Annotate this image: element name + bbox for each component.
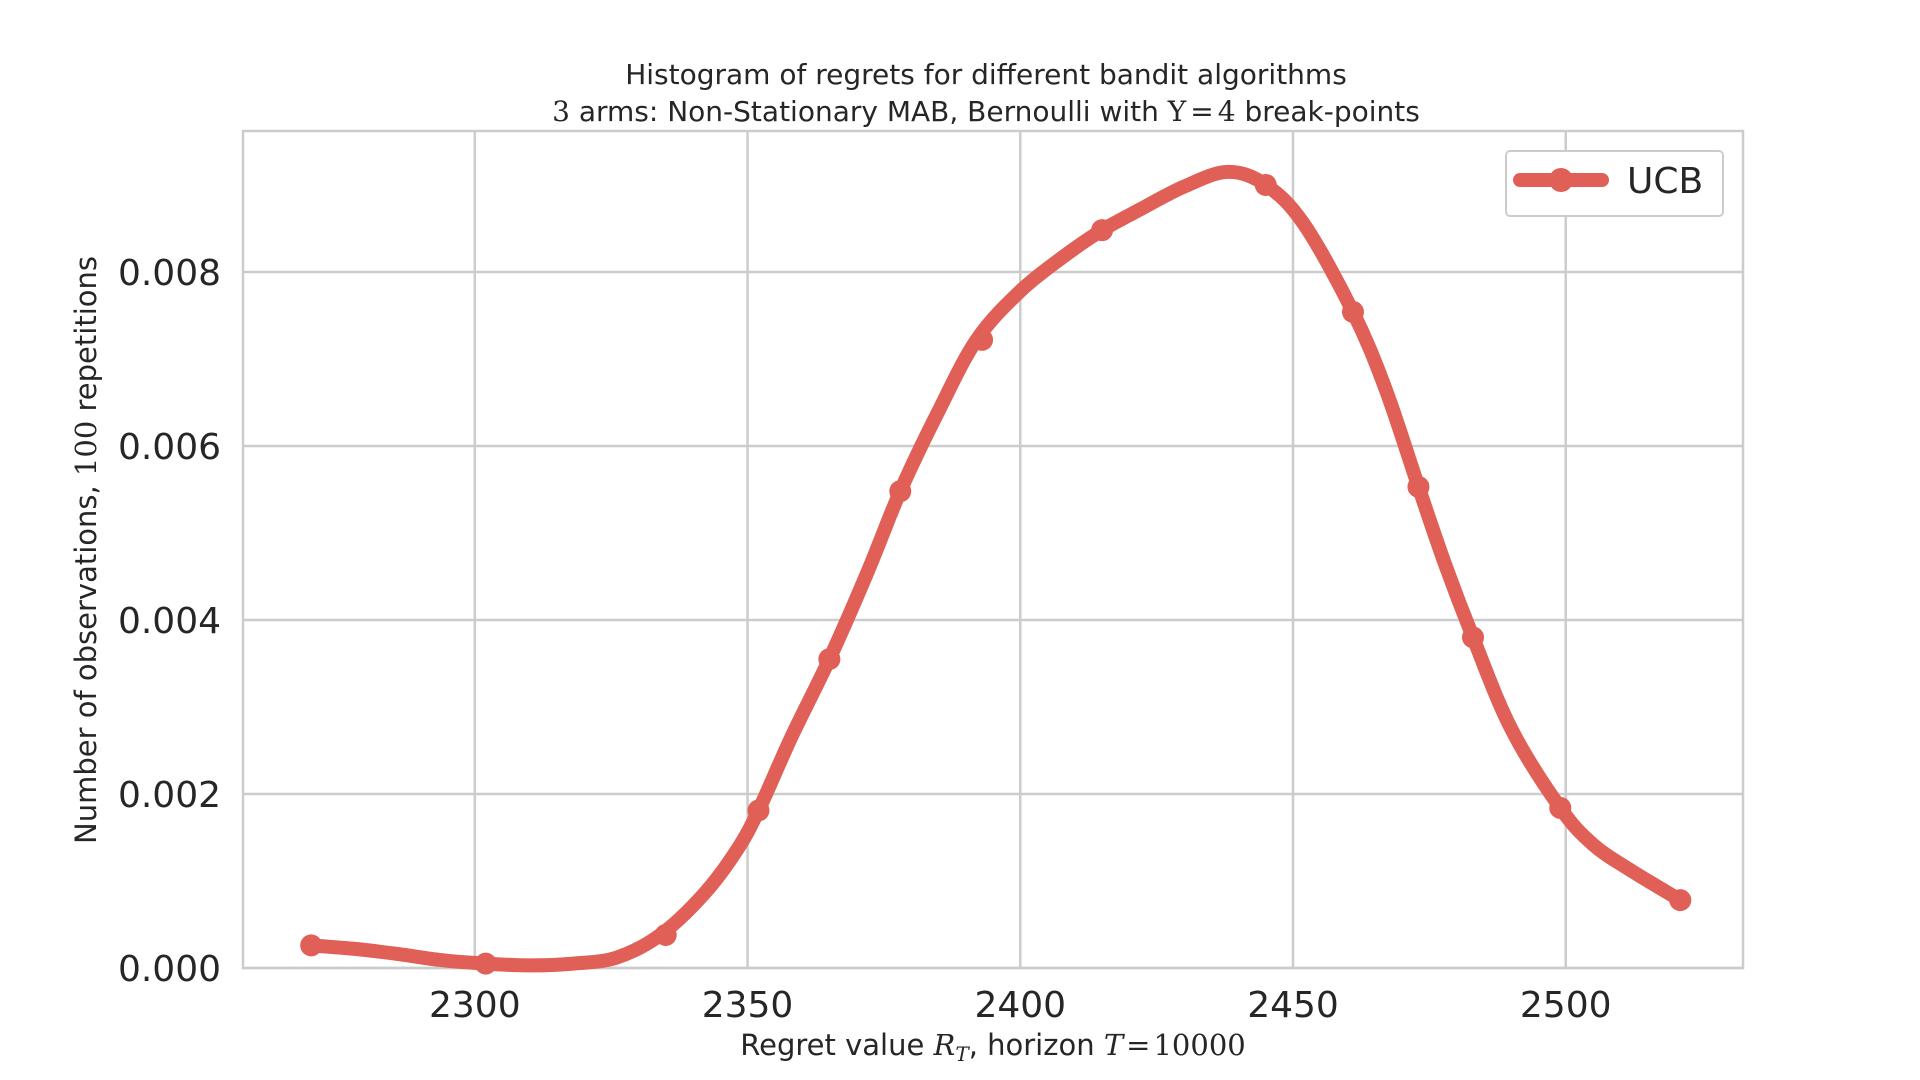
data-point-ucb bbox=[818, 648, 841, 671]
x-label-horizon-var: T bbox=[1104, 1028, 1126, 1062]
series-layer bbox=[300, 164, 1692, 975]
plot-frame bbox=[241, 129, 1745, 970]
subtitle-text: arms: Non-Stationary MAB, Bernoulli with bbox=[570, 95, 1168, 128]
y-label-prefix: Number of observations, bbox=[69, 476, 103, 844]
plot-area bbox=[241, 129, 1745, 975]
subtitle-upsilon: Υ bbox=[1167, 95, 1187, 128]
legend-marker-ucb bbox=[1549, 168, 1573, 192]
subtitle-equals: = bbox=[1190, 95, 1213, 128]
x-tick-label: 2350 bbox=[702, 985, 794, 1026]
y-tick-label: 0.000 bbox=[118, 949, 221, 990]
x-tick-label: 2450 bbox=[1247, 985, 1339, 1026]
data-point-ucb bbox=[971, 328, 994, 351]
data-point-ucb bbox=[1254, 173, 1277, 196]
data-point-ucb bbox=[1342, 300, 1364, 323]
x-axis-label: Regret value RT, horizon T = 10000 bbox=[740, 1028, 1245, 1066]
y-axis-label: Number of observations, 100 repetitions bbox=[69, 256, 103, 844]
data-point-ucb bbox=[889, 480, 912, 503]
x-label-middle: , horizon bbox=[969, 1028, 1104, 1062]
data-point-ucb bbox=[1462, 626, 1484, 649]
x-label-horizon-value: 10000 bbox=[1153, 1028, 1245, 1062]
x-label-prefix: Regret value bbox=[740, 1028, 933, 1062]
y-tick-label: 0.002 bbox=[118, 775, 221, 816]
y-label-reps: 100 bbox=[69, 421, 103, 476]
y-label-suffix: repetitions bbox=[69, 256, 103, 421]
x-label-sub: T bbox=[955, 1042, 970, 1066]
data-point-ucb bbox=[1549, 796, 1572, 819]
data-point-ucb bbox=[1407, 475, 1430, 498]
subtitle-text-end: break-points bbox=[1236, 95, 1420, 128]
legend: UCB bbox=[1505, 150, 1724, 217]
x-label-var: R bbox=[933, 1028, 956, 1062]
x-tick-label: 2400 bbox=[974, 985, 1066, 1026]
chart-title: Histogram of regrets for different bandi… bbox=[625, 58, 1347, 91]
data-point-ucb bbox=[747, 799, 770, 822]
y-axis-ticks: 0.000 0.002 0.004 0.006 0.008 bbox=[118, 253, 221, 990]
series-line-ucb bbox=[304, 164, 1688, 973]
data-point-ucb bbox=[654, 923, 677, 946]
x-tick-label: 2300 bbox=[429, 985, 521, 1026]
y-tick-label: 0.008 bbox=[118, 253, 221, 294]
y-tick-label: 0.006 bbox=[118, 427, 221, 468]
subtitle-breakpoints-count: 4 bbox=[1218, 95, 1236, 128]
subtitle-arms-count: 3 bbox=[552, 95, 570, 128]
data-point-ucb bbox=[1091, 219, 1114, 242]
data-point-ucb bbox=[300, 934, 323, 957]
data-point-ucb bbox=[1669, 889, 1692, 912]
plot-background bbox=[243, 131, 1743, 968]
chart-subtitle: 3 arms: Non-Stationary MAB, Bernoulli wi… bbox=[552, 95, 1420, 128]
x-axis-ticks: 2300 2350 2400 2450 2500 bbox=[429, 985, 1612, 1026]
legend-box bbox=[1505, 150, 1724, 217]
data-point-ucb bbox=[474, 952, 497, 975]
x-label-equals: = bbox=[1126, 1028, 1150, 1062]
legend-label-ucb: UCB bbox=[1627, 161, 1703, 202]
y-tick-label: 0.004 bbox=[118, 601, 221, 642]
x-tick-label: 2500 bbox=[1520, 985, 1612, 1026]
